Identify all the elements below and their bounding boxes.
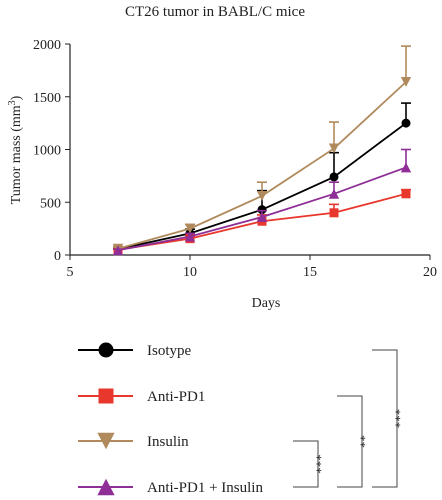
x-tick-label: 20 xyxy=(423,265,437,280)
bracket-line xyxy=(293,440,319,488)
data-point xyxy=(112,245,124,256)
data-point xyxy=(257,205,267,215)
significance-bracket: *** xyxy=(293,440,328,488)
series-anti-pd1-insulin xyxy=(112,148,412,256)
data-point xyxy=(400,162,412,173)
y-tick-label: 500 xyxy=(40,196,61,211)
data-point xyxy=(328,143,340,154)
legend-label: Isotype xyxy=(147,343,192,359)
data-point xyxy=(256,212,268,222)
data-point xyxy=(256,190,268,201)
data-point xyxy=(329,172,339,182)
significance-label: *** xyxy=(392,409,407,429)
significance-bracket: *** xyxy=(372,349,407,488)
bracket-line xyxy=(372,349,398,488)
x-tick-label: 10 xyxy=(183,265,197,280)
legend-marker xyxy=(98,388,114,404)
legend-marker xyxy=(98,342,114,358)
significance-label: *** xyxy=(313,454,328,474)
legend-marker xyxy=(97,478,115,496)
legend-item: Anti-PD1 + Insulin xyxy=(78,478,263,496)
bracket-line xyxy=(337,395,363,488)
series-insulin xyxy=(112,45,412,254)
data-point xyxy=(329,208,339,218)
y-tick-label: 0 xyxy=(54,249,61,264)
data-point xyxy=(401,118,411,128)
legend-label: Anti-PD1 xyxy=(147,389,205,405)
x-tick-label: 15 xyxy=(303,265,317,280)
data-point xyxy=(401,189,411,199)
series-isotype xyxy=(113,102,411,254)
y-tick-label: 2000 xyxy=(33,38,61,53)
y-axis-label: Tumor mass (mm3) xyxy=(7,95,25,204)
significance-label: ** xyxy=(357,435,372,448)
y-tick-label: 1500 xyxy=(33,91,61,106)
legend-item: Anti-PD1 xyxy=(78,388,205,405)
data-point xyxy=(400,77,412,87)
legend-label: Insulin xyxy=(147,434,189,450)
data-point xyxy=(328,188,340,199)
legend-label: Anti-PD1 + Insulin xyxy=(147,480,263,496)
chart-title: CT26 tumor in BABL/C mice xyxy=(125,4,305,20)
legend-item: Insulin xyxy=(78,432,189,450)
x-tick-label: 5 xyxy=(67,265,74,280)
y-tick-label: 1000 xyxy=(33,144,61,159)
legend-marker xyxy=(97,432,115,450)
significance-bracket: ** xyxy=(337,395,372,488)
legend-item: Isotype xyxy=(78,342,192,359)
data-point xyxy=(184,231,196,242)
data-point xyxy=(184,223,196,234)
x-axis-label: Days xyxy=(252,296,281,311)
